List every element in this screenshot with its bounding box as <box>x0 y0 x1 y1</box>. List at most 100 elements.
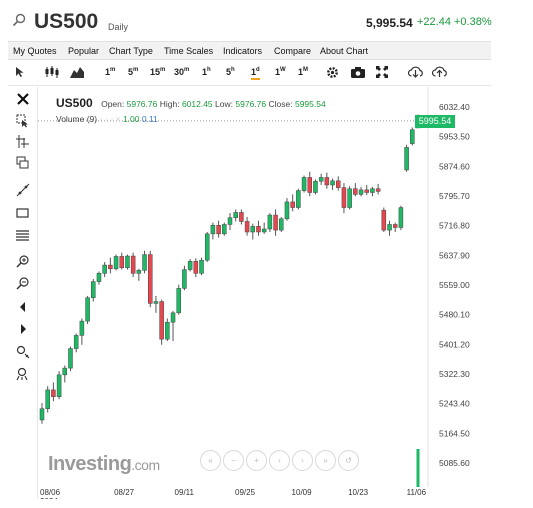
candle-body <box>187 261 193 270</box>
candle-body <box>79 320 85 336</box>
menu-time-scales[interactable]: Time Scales <box>164 46 214 56</box>
candle-body <box>375 188 381 192</box>
timeframe-15m[interactable]: 15m <box>150 67 166 77</box>
scroll-right-icon[interactable] <box>16 322 30 336</box>
area-type-icon[interactable] <box>70 66 84 78</box>
x-tick-label: 10/09 <box>292 488 313 497</box>
legend-close: 5995.54 <box>294 99 326 109</box>
candle-body <box>56 374 62 397</box>
search-icon[interactable] <box>12 13 26 27</box>
timeframe-1w[interactable]: 1W <box>275 67 286 77</box>
candle-body <box>301 177 307 191</box>
camera-icon[interactable] <box>351 67 365 78</box>
candle-body <box>130 255 136 274</box>
layers-tool-icon[interactable] <box>16 156 30 170</box>
magnet-tool-icon[interactable] <box>16 345 30 359</box>
legend-close-label: Close: <box>268 99 293 109</box>
candle-body <box>51 389 56 397</box>
candle-body <box>290 201 295 208</box>
nav-zoom-in-icon[interactable]: + <box>246 450 267 471</box>
candle-body <box>147 254 153 304</box>
candle-body <box>267 214 273 230</box>
nav-scroll-end-icon[interactable]: » <box>315 450 336 471</box>
close-tools-icon[interactable] <box>16 92 30 106</box>
measure-tool-icon[interactable] <box>16 367 30 381</box>
download-cloud-icon[interactable] <box>408 65 423 79</box>
legend-open-label: Open: <box>101 99 125 109</box>
candle-body <box>159 301 164 340</box>
settings-gear-icon[interactable] <box>326 66 339 79</box>
price-chart[interactable]: 6032.40 5953.50 5874.60 5795.70 5716.80 5637.… <box>38 87 491 499</box>
zoom-out-icon[interactable] <box>16 276 30 290</box>
legend-symbol: US500 <box>56 96 93 110</box>
candle-body <box>170 312 176 323</box>
candle-body <box>113 256 119 270</box>
timeframe-5h[interactable]: 5h <box>226 67 235 77</box>
nav-forward-icon[interactable]: › <box>292 450 313 471</box>
crosshair-tool-icon[interactable] <box>16 135 30 149</box>
y-tick-label: 5559.00 <box>439 280 470 290</box>
candle-body <box>45 389 50 409</box>
candle-body <box>307 177 313 193</box>
symbol-title: US500 <box>34 10 99 33</box>
upload-cloud-icon[interactable] <box>432 65 447 79</box>
candle-body <box>96 273 102 282</box>
menu-my-quotes[interactable]: My Quotes <box>13 46 57 56</box>
trendline-tool-icon[interactable] <box>16 183 30 197</box>
menu-indicators[interactable]: Indicators <box>223 46 263 56</box>
candle-body <box>227 217 233 225</box>
menu-about-chart[interactable]: About Chart <box>320 46 369 56</box>
nav-reset-icon[interactable]: ↺ <box>338 450 359 471</box>
fullscreen-icon[interactable] <box>376 66 388 78</box>
timeframe-5m[interactable]: 5m <box>128 67 139 77</box>
menu-compare[interactable]: Compare <box>274 46 312 56</box>
candle-body <box>176 288 181 314</box>
scroll-left-icon[interactable] <box>16 300 30 314</box>
candle-body <box>250 226 256 233</box>
nav-scroll-start-icon[interactable]: « <box>200 450 221 471</box>
period-label: Daily <box>108 22 129 32</box>
rectangle-tool-icon[interactable] <box>16 206 30 220</box>
candlestick-chart[interactable]: 6032.40 5953.50 5874.60 5795.70 5716.80 5637.… <box>38 87 491 499</box>
legend-low: 5976.76 <box>235 99 267 109</box>
investing-logo: Investing.com <box>48 453 160 476</box>
candle-body <box>341 187 347 208</box>
fibonacci-tool-icon[interactable] <box>16 229 30 243</box>
nav-zoom-out-icon[interactable]: − <box>223 450 244 471</box>
candle-body <box>91 281 96 299</box>
price-change: +22.44 +0.38% <box>417 16 492 28</box>
timeframe-1mo[interactable]: 1M <box>298 67 309 77</box>
chart-toolbar: 1m 5m 15m 30m 1h 5h 1d 1W 1M <box>8 60 491 86</box>
legend-low-label: Low: <box>215 99 234 109</box>
timeframe-30m[interactable]: 30m <box>174 67 190 77</box>
candle-body <box>392 224 398 228</box>
legend-high-label: High: <box>159 99 180 109</box>
timeframe-1h[interactable]: 1h <box>202 67 211 77</box>
candle-body <box>313 180 318 193</box>
logo-domain: .com <box>131 457 160 473</box>
timeframe-1m[interactable]: 1m <box>105 67 116 77</box>
candle-body <box>204 233 210 261</box>
candle-body <box>182 269 187 289</box>
candle-body <box>256 226 261 233</box>
candlestick-type-icon[interactable] <box>44 66 60 78</box>
candle-body <box>85 297 90 322</box>
candle-body <box>318 177 324 182</box>
menu-popular[interactable]: Popular <box>68 46 100 56</box>
cursor-icon[interactable] <box>14 66 26 78</box>
zoom-in-icon[interactable] <box>16 254 30 268</box>
candle-body <box>244 221 250 233</box>
candle-body <box>410 129 415 144</box>
candle-body <box>387 224 392 231</box>
nav-back-icon[interactable]: ‹ <box>269 450 290 471</box>
ohlc-legend: US500 Open: 5976.76 High: 6012.45 Low: 5… <box>56 96 326 110</box>
menu-chart-type[interactable]: Chart Type <box>109 46 153 56</box>
y-tick-label: 5716.80 <box>439 221 470 231</box>
candle-body <box>136 270 142 274</box>
select-tool-icon[interactable] <box>16 114 30 128</box>
timeframe-1d[interactable]: 1d <box>251 67 260 80</box>
x-tick-label-year: 2024 <box>40 497 58 499</box>
candle-body <box>125 255 130 268</box>
y-tick-label: 5795.70 <box>439 191 470 201</box>
y-tick-label: 5164.50 <box>439 428 470 438</box>
